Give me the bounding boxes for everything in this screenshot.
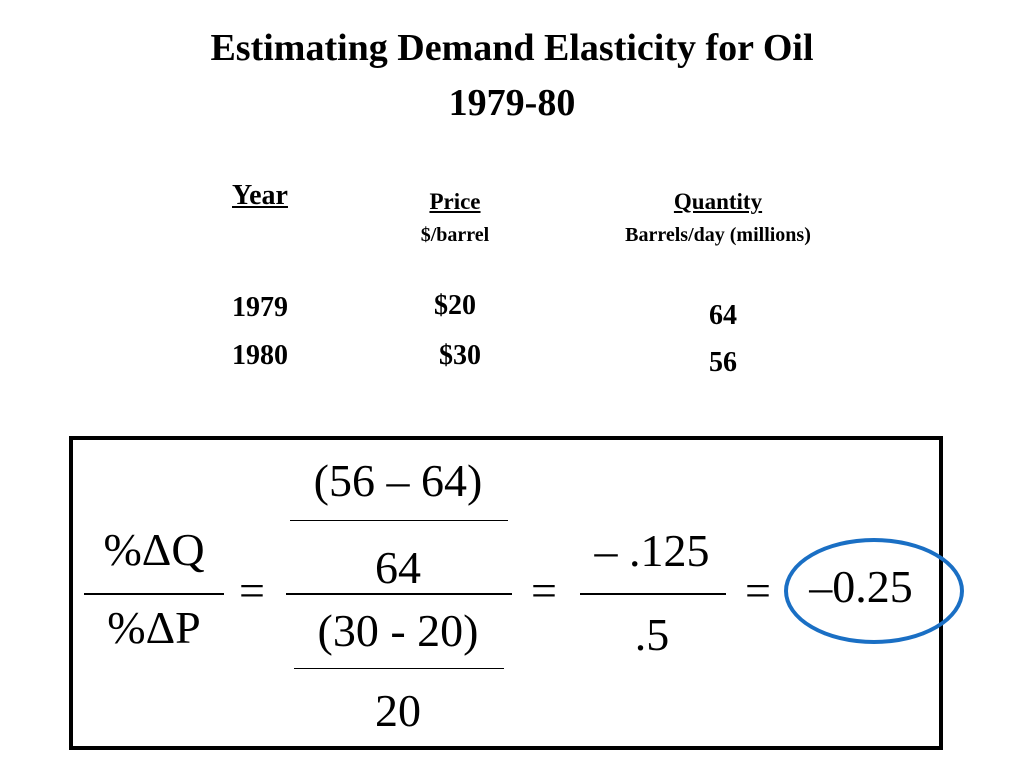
- row-1980-year: 1980: [232, 340, 288, 371]
- lhs-fraction-bar: [84, 593, 224, 595]
- row-1980-price: $30: [439, 340, 481, 371]
- result-highlight-circle: [784, 538, 964, 644]
- quantity-header: Quantity: [673, 189, 763, 214]
- page-subtitle: 1979-80: [448, 82, 576, 124]
- equals-sign-3: =: [745, 565, 771, 616]
- price-change-expression: (30 - 20): [317, 605, 479, 656]
- row-1979-quantity: 64: [709, 300, 737, 331]
- price-fraction-bar: [294, 668, 504, 669]
- quantity-change-expression: (56 – 64): [313, 455, 483, 506]
- percent-change-quantity: %ΔQ: [103, 524, 205, 575]
- equals-sign-2: =: [531, 565, 557, 616]
- year-header: Year: [232, 180, 288, 211]
- percent-change-price: %ΔP: [107, 602, 201, 653]
- row-1979-price: $20: [434, 290, 476, 321]
- row-1980-quantity: 56: [709, 347, 737, 378]
- simplified-numerator: – .125: [594, 525, 710, 576]
- main-fraction-bar: [286, 593, 512, 595]
- quantity-base: 64: [375, 542, 421, 593]
- price-unit-label: $/barrel: [420, 224, 490, 246]
- equals-sign-1: =: [239, 565, 265, 616]
- page-title: Estimating Demand Elasticity for Oil: [210, 27, 814, 69]
- price-header: Price: [429, 189, 481, 214]
- simplified-denominator: .5: [634, 609, 670, 660]
- quantity-unit-label: Barrels/day (millions): [625, 224, 811, 246]
- row-1979-year: 1979: [232, 292, 288, 323]
- simplified-fraction-bar: [580, 593, 726, 595]
- quantity-fraction-bar: [290, 520, 508, 521]
- price-base: 20: [375, 685, 421, 736]
